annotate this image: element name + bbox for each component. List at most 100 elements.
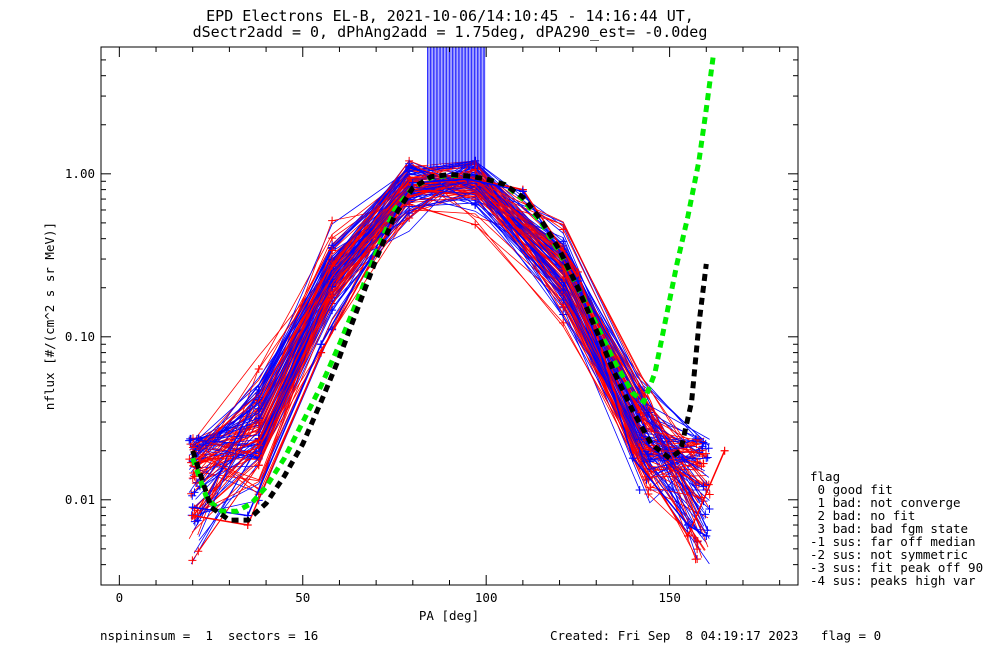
measurement-trace <box>190 191 698 560</box>
legend-entry: 2 bad: no fit <box>810 508 916 523</box>
series-point <box>573 267 582 276</box>
measurement-point <box>405 200 414 209</box>
legend-entry: -2 sus: not symmetric <box>810 547 969 562</box>
series-point <box>188 511 197 520</box>
x-tick-label: 0 <box>116 590 124 605</box>
measurement-point <box>188 474 197 483</box>
x-axis-label: PA [deg] <box>419 608 479 623</box>
measurement-trace <box>188 180 699 467</box>
measurement-point <box>559 318 568 327</box>
measurement-point <box>188 434 197 443</box>
legend-entry: 0 good fit <box>810 482 893 497</box>
y-tick-label: 0.10 <box>65 329 95 344</box>
measurement-point <box>644 490 653 499</box>
measurement-point <box>471 200 480 209</box>
measurement-point <box>471 181 480 190</box>
measurement-trace <box>194 160 704 515</box>
measurement-point <box>693 545 702 554</box>
chart-subtitle: dSectr2add = 0, dPhAng2add = 1.75deg, dP… <box>192 23 708 41</box>
measurement-trace <box>193 167 709 508</box>
legend-entry: 1 bad: not converge <box>810 495 961 510</box>
measurement-point <box>646 483 655 492</box>
flag-legend: flag 0 good fit 1 bad: not converge 2 ba… <box>810 470 983 587</box>
measurement-point <box>705 490 714 499</box>
measurement-point <box>471 220 480 229</box>
measurement-trace <box>189 186 706 472</box>
x-tick-label: 50 <box>295 590 310 605</box>
series-line <box>192 176 726 538</box>
measurement-point <box>328 246 337 255</box>
measurement-point <box>188 556 197 565</box>
measurement-point <box>559 273 568 282</box>
measurement-point <box>187 489 196 498</box>
measurement-point <box>645 455 654 464</box>
measurement-point <box>701 439 710 448</box>
series-point <box>683 531 692 540</box>
measurement-point <box>188 443 197 452</box>
measurement-point <box>194 547 203 556</box>
legend-title: flag <box>810 469 841 484</box>
series-point <box>720 446 729 455</box>
measurement-point <box>193 516 202 525</box>
measurement-trace <box>198 177 701 520</box>
measurement-trace <box>189 197 699 471</box>
measurement-point <box>405 209 414 218</box>
measurement-point <box>559 302 568 311</box>
measurement-point <box>254 404 263 413</box>
y-tick-label: 0.01 <box>65 492 95 507</box>
series-line <box>192 178 707 537</box>
measurement-point <box>635 485 644 494</box>
measurement-trace <box>197 166 704 521</box>
measurement-trace <box>195 163 707 466</box>
measurement-point <box>328 234 337 243</box>
measurement-point <box>405 174 414 183</box>
measurement-point <box>699 482 708 491</box>
measurement-point <box>190 488 199 497</box>
measurement-point <box>328 261 337 270</box>
measurement-point <box>701 510 710 519</box>
axes: 0 50 100 150 0.01 0.10 1.00 <box>65 46 798 605</box>
measurement-trace <box>195 196 696 481</box>
measurement-trace <box>198 182 702 537</box>
series-point <box>188 503 197 512</box>
measurement-trace <box>199 160 710 539</box>
measurement-point <box>701 449 710 458</box>
measurement-point <box>405 159 414 168</box>
series-line <box>190 172 709 523</box>
measurement-point <box>192 435 201 444</box>
fit-curves <box>188 52 729 540</box>
measurement-trace <box>192 191 699 504</box>
x-tick-label: 100 <box>475 590 498 605</box>
footer-created-info: Created: Fri Sep 8 04:19:17 2023 flag = … <box>550 628 882 643</box>
measurement-trace <box>191 186 703 501</box>
legend-entry: 3 bad: bad fgm state <box>810 521 969 536</box>
measurement-point <box>328 216 337 225</box>
series-point <box>702 531 711 540</box>
measurement-point <box>703 453 712 462</box>
measurement-point <box>691 434 700 443</box>
measurement-point <box>254 365 263 374</box>
measurement-point <box>254 436 263 445</box>
x-tick-label: 150 <box>658 590 681 605</box>
measurement-point <box>705 504 714 513</box>
series-point <box>317 348 326 357</box>
legend-entry: -1 sus: far off median <box>810 534 976 549</box>
legend-entry: -3 sus: fit peak off 90 <box>810 560 984 575</box>
y-tick-label: 1.00 <box>65 166 95 181</box>
measurement-point <box>471 160 480 169</box>
measurement-trace <box>190 204 702 499</box>
legend-entry: -4 sus: peaks high var <box>810 573 976 588</box>
footer-spin-info: nspininsum = 1 sectors = 16 <box>100 628 319 643</box>
series-point <box>573 276 582 285</box>
measurement-trace <box>199 175 697 453</box>
series-point <box>683 521 692 530</box>
measurement-trace <box>197 160 709 548</box>
series-point <box>317 340 326 349</box>
chart-title: EPD Electrons EL-B, 2021-10-06/14:10:45 … <box>206 7 694 25</box>
series-point <box>628 454 637 463</box>
measurement-trace <box>192 178 707 486</box>
series-point <box>408 178 417 187</box>
y-axis-label: nflux [#/(cm^2 s sr MeV)] <box>42 222 57 410</box>
measurement-point <box>693 458 702 466</box>
